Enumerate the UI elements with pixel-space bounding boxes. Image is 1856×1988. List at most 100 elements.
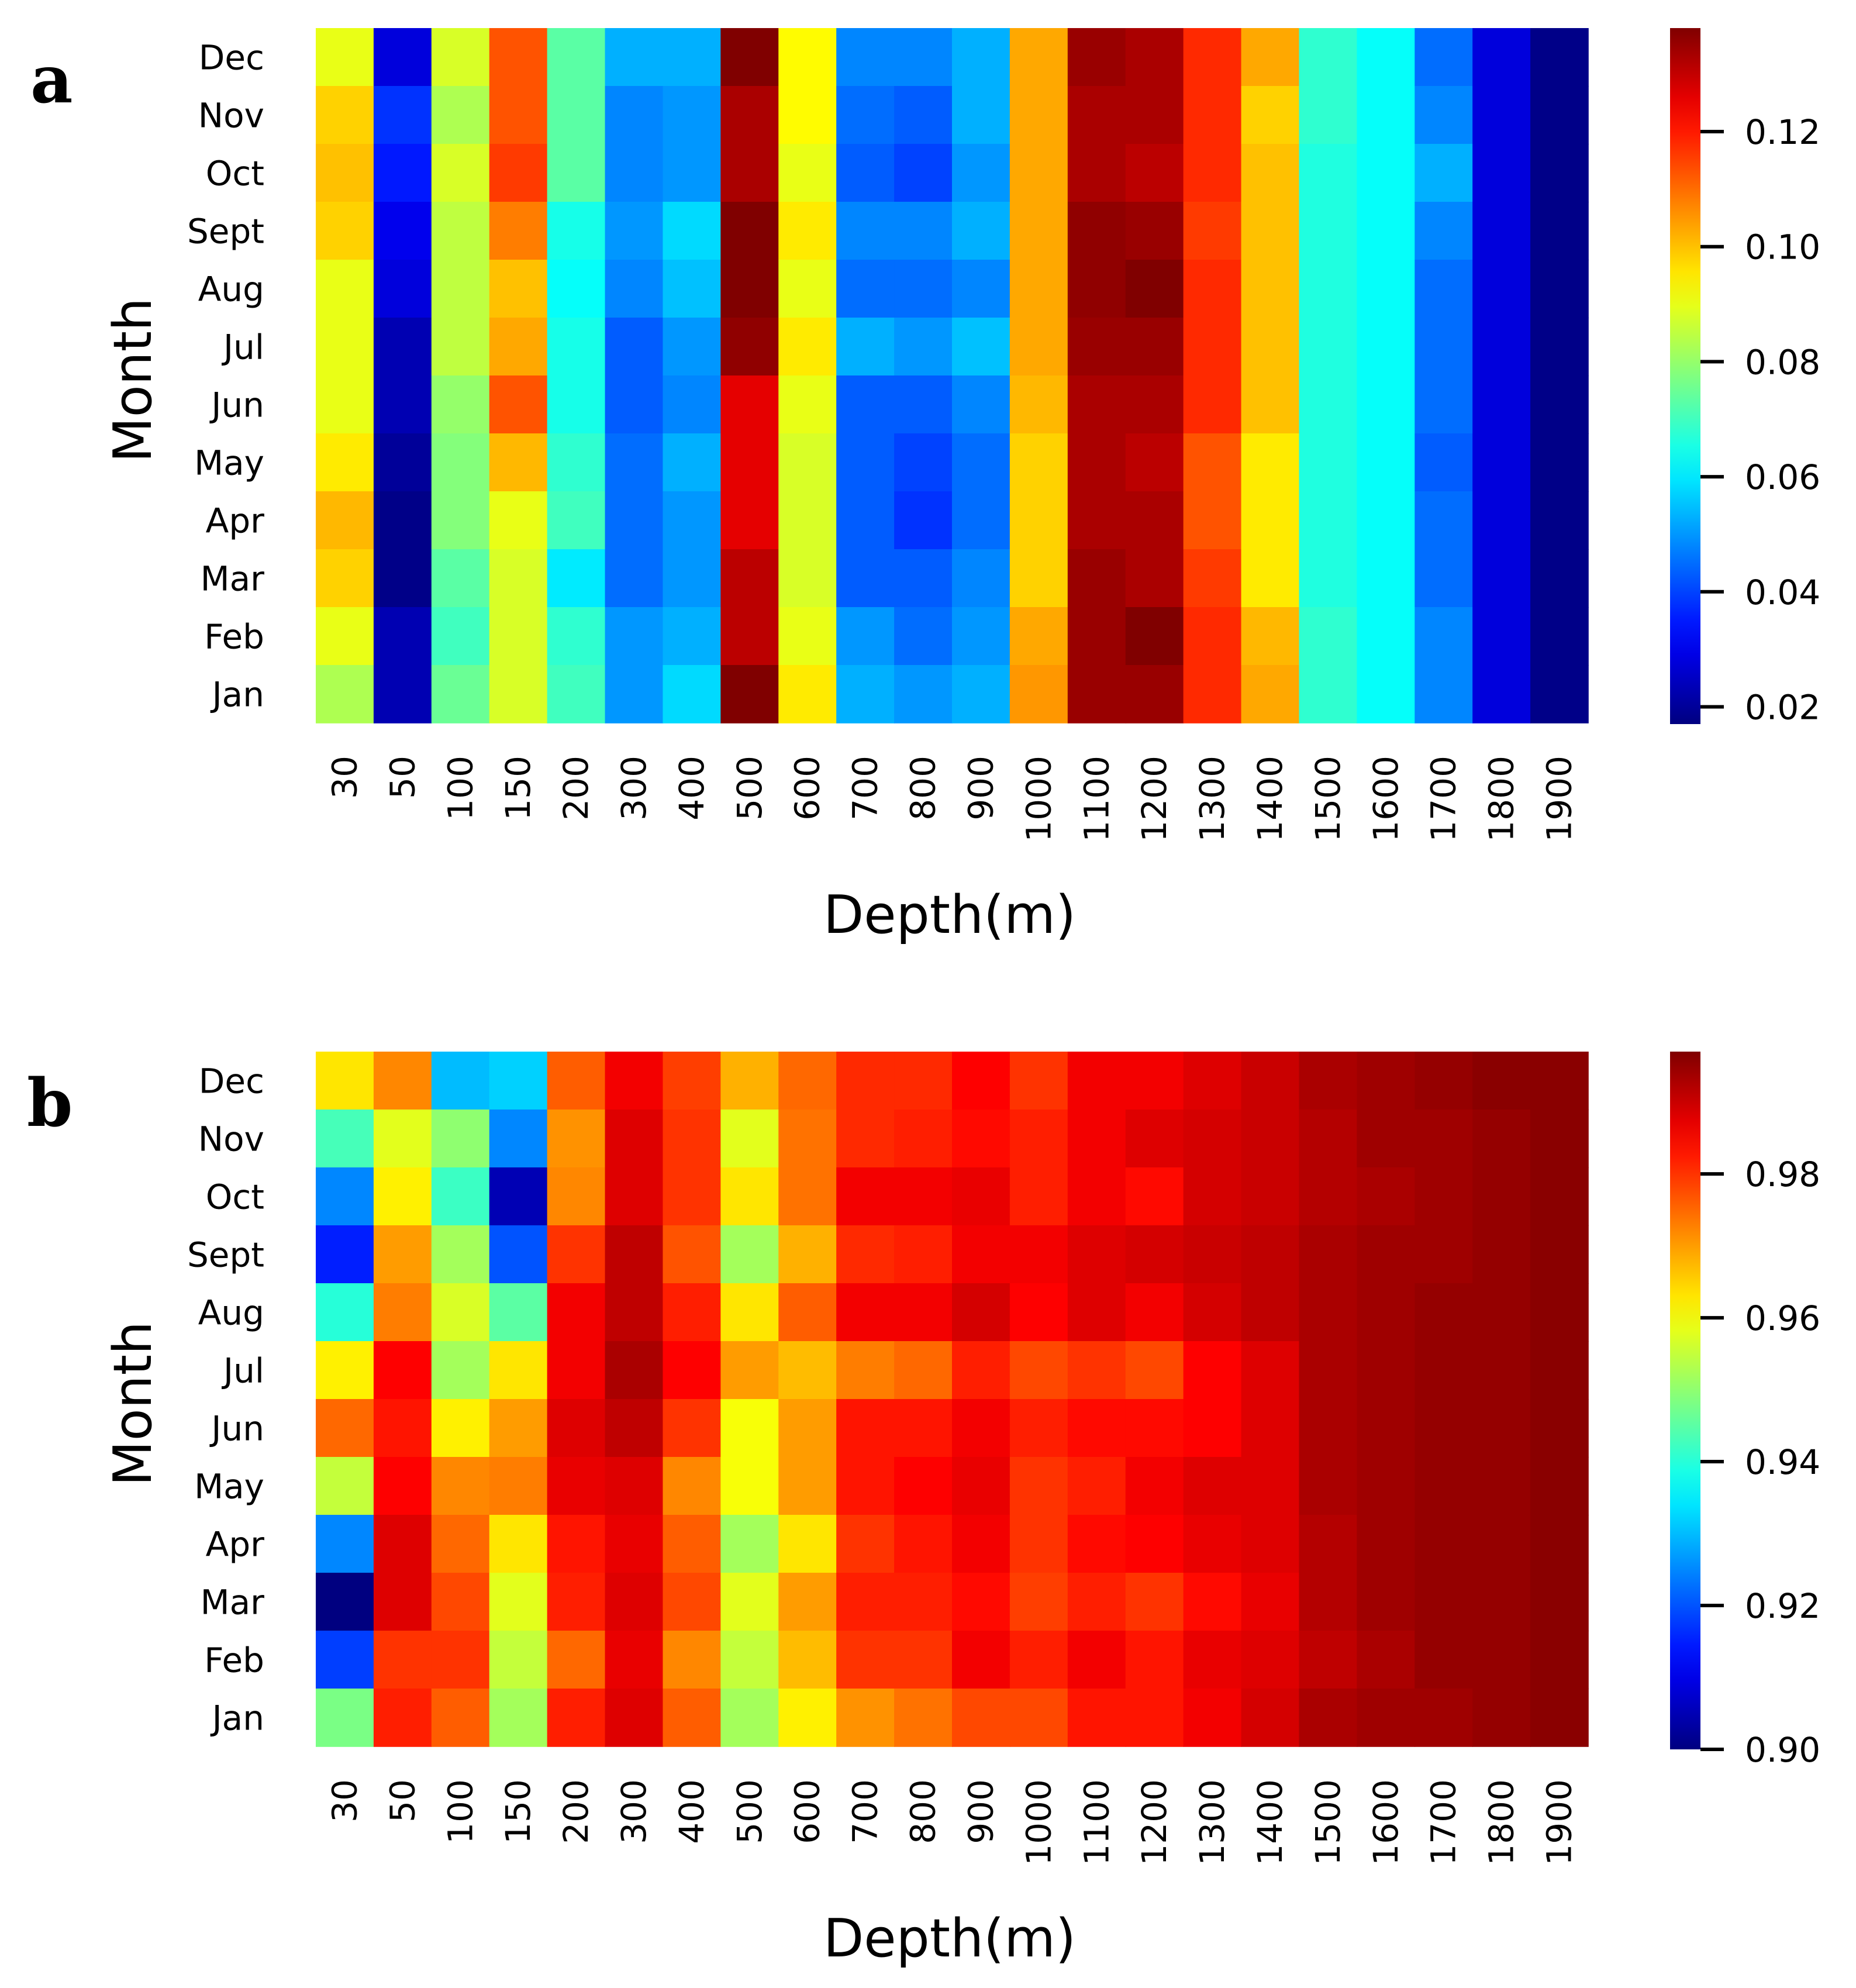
- heatmap-cell: [431, 549, 490, 608]
- heatmap-cell: [373, 1689, 432, 1747]
- heatmap-cell: [1241, 1515, 1300, 1573]
- heatmap-cell: [373, 549, 432, 608]
- heatmap-cell: [836, 1631, 895, 1689]
- heatmap-cell: [720, 202, 779, 260]
- x-tick-label: 1500: [1308, 756, 1348, 842]
- heatmap-cell: [431, 144, 490, 202]
- heatmap-cell: [1241, 1457, 1300, 1515]
- heatmap-cell: [720, 375, 779, 434]
- heatmap-cell: [720, 1341, 779, 1400]
- heatmap-cell: [316, 28, 374, 87]
- heatmap-cell: [952, 607, 1010, 666]
- heatmap-cell: [1415, 1457, 1473, 1515]
- heatmap-cell: [1183, 1573, 1242, 1631]
- heatmap-cell: [373, 1457, 432, 1515]
- heatmap-cell: [836, 1573, 895, 1631]
- heatmap-cell: [836, 202, 895, 260]
- heatmap-cell: [489, 1110, 548, 1168]
- heatmap-cell: [489, 260, 548, 318]
- heatmap-cell: [1183, 491, 1242, 550]
- y-tick-label: Apr: [206, 501, 264, 541]
- heatmap-cell: [1530, 665, 1589, 723]
- heatmap-cell: [663, 1110, 722, 1168]
- heatmap-cell: [1183, 1399, 1242, 1458]
- heatmap-cell: [663, 491, 722, 550]
- heatmap-cell: [1415, 1515, 1473, 1573]
- heatmap-cell: [1357, 1341, 1416, 1400]
- heatmap-cell: [1183, 86, 1242, 144]
- heatmap-cell: [547, 144, 606, 202]
- heatmap-cell: [605, 1457, 664, 1515]
- heatmap-cell: [778, 1573, 837, 1631]
- heatmap-cell: [1183, 1225, 1242, 1284]
- heatmap-cell: [663, 665, 722, 723]
- x-tick-label: 600: [788, 1779, 827, 1844]
- heatmap-cell: [489, 1573, 548, 1631]
- heatmap-cell: [952, 1515, 1010, 1573]
- heatmap-cell: [489, 1225, 548, 1284]
- heatmap-cell: [1299, 1399, 1358, 1458]
- heatmap-cell: [1183, 202, 1242, 260]
- heatmap-cell: [1357, 28, 1416, 87]
- heatmap-cell: [489, 144, 548, 202]
- x-tick-label: 500: [730, 1779, 770, 1844]
- heatmap-cell: [605, 202, 664, 260]
- heatmap-cell: [605, 1631, 664, 1689]
- heatmap-cell: [605, 433, 664, 492]
- heatmap-cell: [1472, 607, 1531, 666]
- heatmap-cell: [605, 1515, 664, 1573]
- heatmap-cell: [547, 1110, 606, 1168]
- heatmap-cell: [778, 1399, 837, 1458]
- x-tick-label: 50: [382, 756, 422, 799]
- heatmap-cell: [1415, 1225, 1473, 1284]
- heatmap-cell: [1530, 86, 1589, 144]
- heatmap-cell: [431, 1167, 490, 1226]
- heatmap-cell: [663, 318, 722, 376]
- heatmap-cell: [778, 202, 837, 260]
- heatmap-cell: [836, 28, 895, 87]
- heatmap-cell: [1415, 1341, 1473, 1400]
- heatmap-cell: [1183, 1689, 1242, 1747]
- heatmap-cell: [1009, 1573, 1068, 1631]
- heatmap-cell: [1183, 28, 1242, 87]
- heatmap-cell: [547, 1052, 606, 1110]
- heatmap-cell: [547, 1167, 606, 1226]
- heatmap-cell: [1299, 1283, 1358, 1342]
- heatmap-cell: [1241, 1225, 1300, 1284]
- heatmap-cell: [489, 433, 548, 492]
- heatmap-cell: [1009, 1110, 1068, 1168]
- heatmap-cell: [1241, 28, 1300, 87]
- x-tick-label: 1800: [1482, 1779, 1522, 1866]
- heatmap-cell: [952, 1457, 1010, 1515]
- heatmap-cell: [431, 1631, 490, 1689]
- heatmap-cell: [431, 1399, 490, 1458]
- heatmap-cell: [547, 1457, 606, 1515]
- colorbar-tick-label: 0.90: [1745, 1730, 1820, 1770]
- heatmap-cell: [1357, 433, 1416, 492]
- heatmap-cell: [316, 665, 374, 723]
- heatmap-cell: [605, 607, 664, 666]
- heatmap-cell: [605, 1052, 664, 1110]
- heatmap-cell: [894, 1515, 953, 1573]
- heatmap-cell: [1067, 665, 1126, 723]
- heatmap-cell: [778, 260, 837, 318]
- heatmap-cell: [1009, 433, 1068, 492]
- x-tick-label: 1300: [1192, 756, 1232, 842]
- heatmap-cell: [1299, 1631, 1358, 1689]
- heatmap-cell: [1241, 433, 1300, 492]
- heatmap-cell: [1415, 549, 1473, 608]
- heatmap-cell: [1415, 86, 1473, 144]
- heatmap-cell: [1472, 86, 1531, 144]
- heatmap-cell: [836, 491, 895, 550]
- x-tick-label: 200: [556, 756, 596, 821]
- heatmap-cell: [836, 144, 895, 202]
- heatmap-panel-b: b Dec Nov Oct Sept Aug Jul Jun May Apr Mar Feb Jan 30…: [27, 1052, 1820, 1969]
- y-axis-label: Month: [102, 1321, 164, 1486]
- x-tick-label: 30: [325, 756, 365, 799]
- x-tick-label: 1200: [1134, 1779, 1174, 1866]
- heatmap-cell: [663, 1399, 722, 1458]
- heatmap-cell: [1415, 1167, 1473, 1226]
- heatmap-cell: [1299, 28, 1358, 87]
- heatmap-cell: [489, 375, 548, 434]
- heatmap-cell: [1415, 1631, 1473, 1689]
